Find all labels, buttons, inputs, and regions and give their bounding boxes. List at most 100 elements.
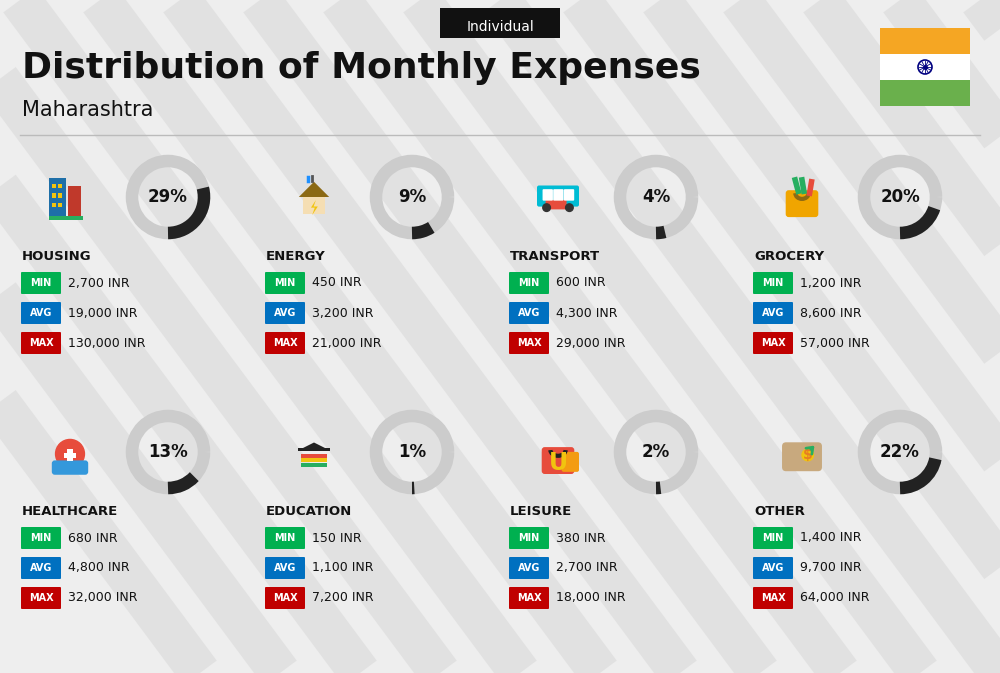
FancyBboxPatch shape [543, 189, 553, 201]
FancyBboxPatch shape [542, 447, 574, 474]
Text: AVG: AVG [518, 563, 540, 573]
Text: 13%: 13% [148, 443, 188, 461]
Text: 4,300 INR: 4,300 INR [556, 306, 618, 320]
Text: 150 INR: 150 INR [312, 532, 362, 544]
Text: U: U [548, 451, 568, 474]
Text: MIN: MIN [274, 533, 296, 543]
FancyBboxPatch shape [753, 302, 793, 324]
Circle shape [543, 204, 550, 211]
FancyBboxPatch shape [265, 272, 305, 294]
Text: 9,700 INR: 9,700 INR [800, 561, 862, 575]
Text: AVG: AVG [30, 563, 52, 573]
Text: $: $ [803, 448, 813, 462]
Text: 130,000 INR: 130,000 INR [68, 336, 146, 349]
FancyBboxPatch shape [265, 527, 305, 549]
Text: MIN: MIN [30, 533, 52, 543]
FancyBboxPatch shape [58, 193, 62, 198]
FancyBboxPatch shape [21, 557, 61, 579]
Text: AVG: AVG [274, 563, 296, 573]
Text: 2,700 INR: 2,700 INR [68, 277, 130, 289]
Text: 29%: 29% [148, 188, 188, 206]
FancyBboxPatch shape [782, 442, 822, 471]
Text: 1,400 INR: 1,400 INR [800, 532, 862, 544]
Text: 18,000 INR: 18,000 INR [556, 592, 626, 604]
FancyBboxPatch shape [509, 272, 549, 294]
Text: AVG: AVG [30, 308, 52, 318]
FancyBboxPatch shape [753, 272, 793, 294]
FancyBboxPatch shape [509, 527, 549, 549]
FancyBboxPatch shape [21, 272, 61, 294]
Text: GROCERY: GROCERY [754, 250, 824, 263]
FancyBboxPatch shape [21, 332, 61, 354]
FancyBboxPatch shape [753, 557, 793, 579]
Text: Distribution of Monthly Expenses: Distribution of Monthly Expenses [22, 51, 701, 85]
FancyBboxPatch shape [440, 8, 560, 38]
Text: 22%: 22% [880, 443, 920, 461]
Text: 9%: 9% [398, 188, 426, 206]
Text: 8,600 INR: 8,600 INR [800, 306, 862, 320]
FancyBboxPatch shape [301, 454, 327, 458]
Text: 57,000 INR: 57,000 INR [800, 336, 870, 349]
FancyBboxPatch shape [49, 216, 83, 220]
Text: 4,800 INR: 4,800 INR [68, 561, 130, 575]
Text: MAX: MAX [761, 593, 785, 603]
Circle shape [56, 439, 84, 468]
Text: Individual: Individual [466, 20, 534, 34]
FancyBboxPatch shape [880, 80, 970, 106]
FancyBboxPatch shape [21, 587, 61, 609]
Text: HOUSING: HOUSING [22, 250, 92, 263]
Text: 1,100 INR: 1,100 INR [312, 561, 374, 575]
FancyBboxPatch shape [68, 186, 81, 216]
FancyBboxPatch shape [880, 28, 970, 54]
Text: MIN: MIN [762, 533, 784, 543]
Text: OTHER: OTHER [754, 505, 805, 518]
FancyBboxPatch shape [265, 332, 305, 354]
Circle shape [566, 204, 573, 211]
FancyBboxPatch shape [509, 302, 549, 324]
FancyBboxPatch shape [265, 587, 305, 609]
Text: 20%: 20% [880, 188, 920, 206]
Text: 380 INR: 380 INR [556, 532, 606, 544]
Text: MAX: MAX [29, 338, 53, 348]
FancyBboxPatch shape [298, 448, 330, 451]
Circle shape [802, 450, 813, 461]
FancyBboxPatch shape [52, 193, 56, 198]
FancyBboxPatch shape [301, 458, 327, 462]
FancyBboxPatch shape [546, 200, 567, 209]
Text: 19,000 INR: 19,000 INR [68, 306, 138, 320]
Text: 600 INR: 600 INR [556, 277, 606, 289]
FancyBboxPatch shape [753, 587, 793, 609]
Text: MAX: MAX [273, 338, 297, 348]
Text: EDUCATION: EDUCATION [266, 505, 352, 518]
FancyBboxPatch shape [753, 527, 793, 549]
FancyBboxPatch shape [562, 452, 579, 472]
Text: 2%: 2% [642, 443, 670, 461]
FancyBboxPatch shape [553, 189, 564, 201]
FancyBboxPatch shape [564, 189, 574, 201]
Polygon shape [299, 443, 329, 450]
Text: 1,200 INR: 1,200 INR [800, 277, 862, 289]
FancyBboxPatch shape [49, 178, 66, 216]
FancyBboxPatch shape [265, 557, 305, 579]
FancyBboxPatch shape [58, 203, 62, 207]
FancyBboxPatch shape [303, 197, 325, 214]
Text: MAX: MAX [29, 593, 53, 603]
FancyBboxPatch shape [64, 453, 76, 458]
Polygon shape [311, 200, 318, 215]
Text: AVG: AVG [274, 308, 296, 318]
FancyBboxPatch shape [67, 449, 73, 461]
Text: Maharashtra: Maharashtra [22, 100, 153, 120]
Text: MIN: MIN [30, 278, 52, 288]
Text: 29,000 INR: 29,000 INR [556, 336, 626, 349]
FancyBboxPatch shape [52, 184, 56, 188]
FancyBboxPatch shape [509, 587, 549, 609]
Text: 2,700 INR: 2,700 INR [556, 561, 618, 575]
Polygon shape [299, 182, 329, 197]
Text: LEISURE: LEISURE [510, 505, 572, 518]
FancyBboxPatch shape [880, 54, 970, 80]
Text: ENERGY: ENERGY [266, 250, 326, 263]
Text: HEALTHCARE: HEALTHCARE [22, 505, 118, 518]
FancyBboxPatch shape [753, 332, 793, 354]
FancyBboxPatch shape [21, 302, 61, 324]
Text: MIN: MIN [274, 278, 296, 288]
